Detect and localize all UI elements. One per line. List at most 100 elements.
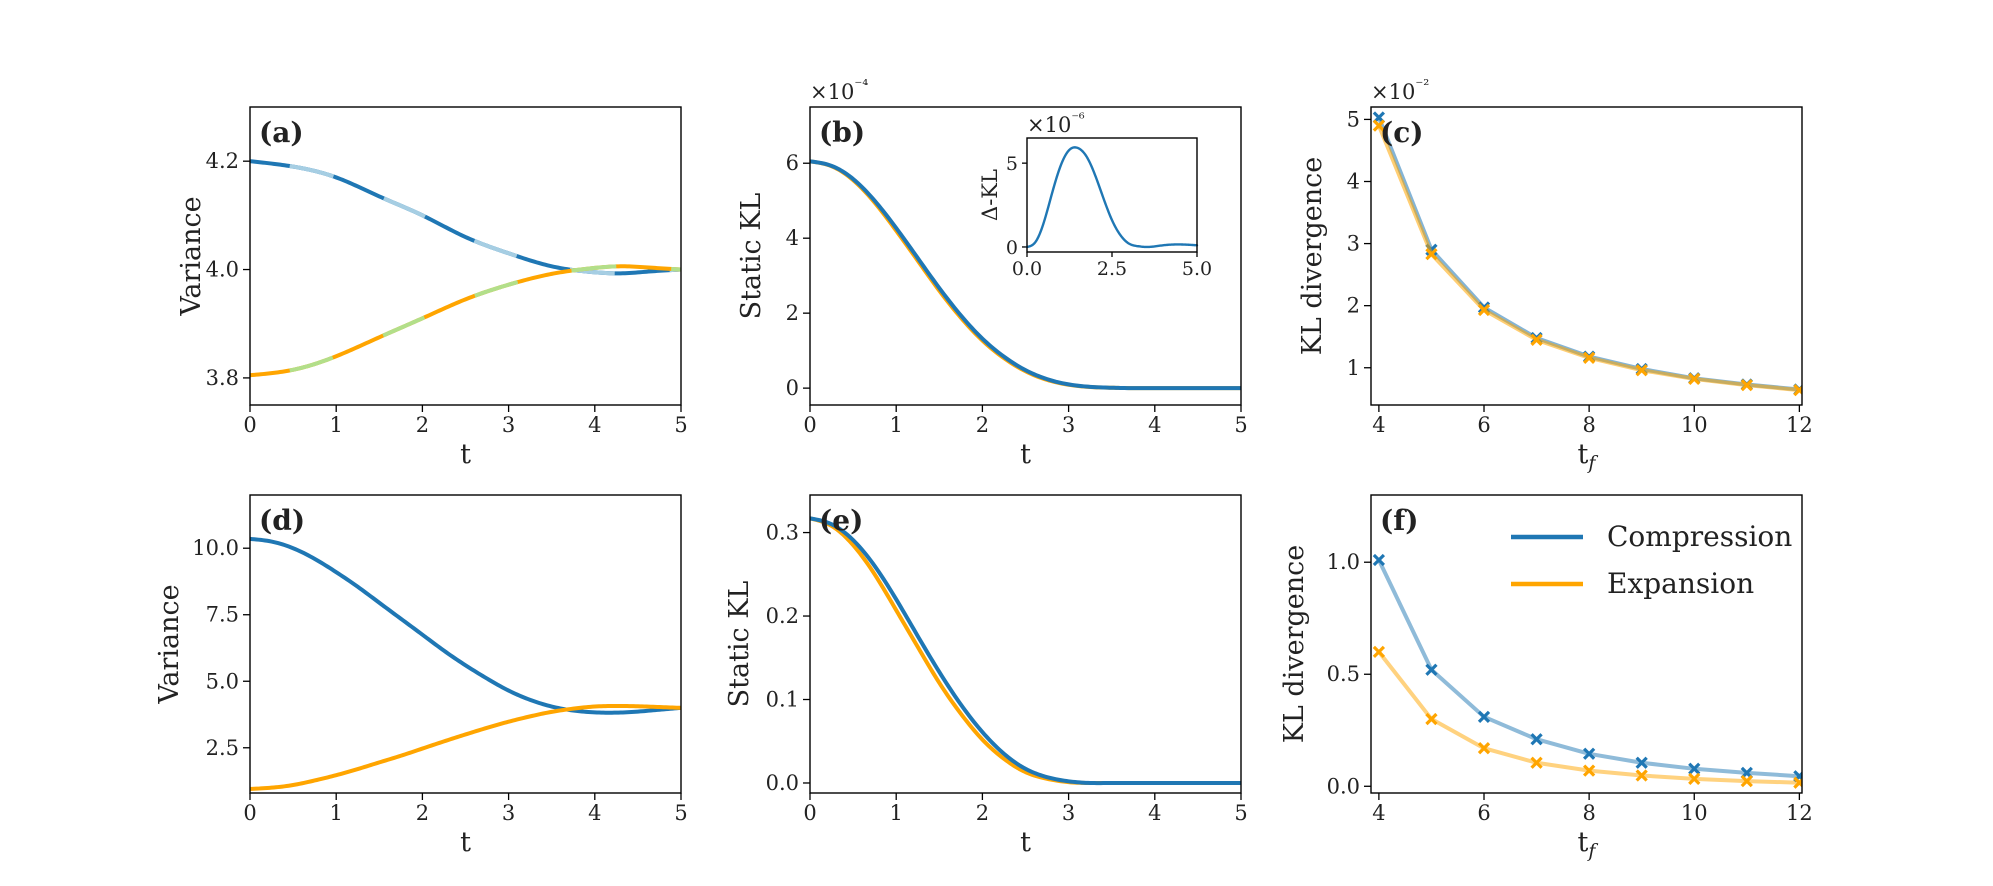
x-axis-label: t	[460, 827, 471, 858]
x-axis-label: t	[1020, 827, 1031, 858]
expansion-point	[1530, 333, 1543, 346]
x-tick-label: 2	[416, 801, 429, 825]
x-tick-label: 4	[1148, 413, 1161, 437]
x-tick-label: 1	[890, 801, 903, 825]
y-tick-label: 4	[1347, 170, 1360, 194]
expansion-line	[1377, 650, 1800, 785]
x-tick-label: 3	[1062, 413, 1075, 437]
axes-frame	[809, 106, 1242, 406]
plot-area	[1372, 553, 1802, 789]
plot-area	[810, 516, 1241, 786]
compression-line	[250, 536, 681, 715]
y-tick-label: 4.2	[206, 149, 239, 173]
x-tick-label: 0	[243, 413, 256, 437]
y-tick-label: 5.0	[206, 669, 239, 693]
axis-scale-label: ×10⁻⁴	[810, 76, 868, 104]
y-axis-label: Static KL	[736, 193, 767, 320]
y-tick-label: 2.5	[206, 736, 239, 760]
y-tick-label: 0.5	[1327, 662, 1360, 686]
compression-line	[250, 159, 681, 276]
y-tick-label: 10.0	[192, 536, 239, 560]
x-tick-label: 3	[502, 801, 515, 825]
-kl-line	[1025, 146, 1199, 249]
x-tick-label: 4	[1148, 801, 1161, 825]
x-axis-label: tf	[1578, 827, 1599, 862]
x-tick-label: 5	[674, 801, 687, 825]
expansion-point	[1688, 772, 1701, 786]
legend-expansion-label: Expansion	[1607, 567, 1754, 600]
y-axis-label: Static KL	[724, 581, 755, 708]
plot-area	[250, 159, 681, 378]
expansion-point	[1740, 774, 1753, 788]
panel-label: (f)	[1380, 504, 1419, 537]
x-axis-label: tf	[1578, 439, 1599, 474]
expansion-point	[1635, 364, 1648, 377]
axes-frame	[1370, 494, 1803, 794]
compression-line	[810, 159, 1241, 391]
expansion-point	[1688, 372, 1701, 386]
inset-delta-kl: 0.0 2.5 5.0 0 5Δ-KL ×10⁻⁶	[978, 111, 1212, 280]
axis-scale-label: ×10⁻²	[1371, 76, 1429, 104]
x-tick-label: 4	[588, 413, 601, 437]
x-tick-label: 10	[1681, 801, 1708, 825]
axes-frame	[809, 494, 1242, 794]
expansion-point	[1425, 248, 1438, 261]
x-tick-label: 6	[1477, 801, 1490, 825]
y-tick-label: 0.3	[766, 521, 799, 545]
y-tick-label: 2	[786, 301, 799, 325]
x-tick-label: 5	[674, 413, 687, 437]
axes-frame	[1370, 106, 1803, 406]
panel-label: (a)	[259, 116, 304, 149]
x-tick-label: 3	[502, 413, 515, 437]
y-tick-label: 4.0	[206, 258, 239, 282]
expansion-point	[1635, 769, 1648, 782]
compression-point	[1530, 733, 1543, 746]
x-tick-label: 5	[1234, 413, 1247, 437]
expansion-point	[1793, 776, 1802, 789]
y-tick-label: 0.0	[766, 771, 799, 795]
x-tick-label: 5	[1234, 801, 1247, 825]
panel-f: 4 6 8 10 12 0.0 0.5 1.0 (f) tf KL divergence Compre…	[1279, 494, 1813, 862]
expansion-point	[1582, 351, 1596, 364]
panel-e: 0 1 2 3 4 5 0.0 0.1 0.2 0.3 (e) t Static KL	[724, 494, 1248, 858]
x-tick-label: 1	[890, 413, 903, 437]
plot-area	[1372, 111, 1802, 397]
expansion-line	[250, 703, 681, 792]
y-tick-label: 6	[786, 151, 799, 175]
inset-frame	[1026, 137, 1198, 253]
y-tick-label: 0.1	[766, 688, 799, 712]
expansion-line	[1377, 124, 1800, 393]
y-tick-label: 5	[1347, 107, 1360, 131]
panel-a: 0 1 2 3 4 5 3.8 4.0 4.2 (a) t Variance	[176, 106, 688, 470]
x-tick-label: 2	[416, 413, 429, 437]
expansion-line	[250, 264, 681, 378]
x-tick-label: 2	[976, 413, 989, 437]
x-tick-label: 1	[330, 413, 343, 437]
y-axis-label: KL divergence	[1279, 545, 1310, 744]
y-tick-label: 4	[786, 226, 799, 250]
legend-compression-label: Compression	[1607, 520, 1792, 553]
x-tick-label: 5.0	[1182, 258, 1212, 280]
x-tick-label: 12	[1786, 801, 1813, 825]
inset-background	[1027, 138, 1197, 252]
panel-label: (c)	[1380, 116, 1424, 149]
y-tick-label: 5	[1006, 153, 1018, 175]
x-tick-label: 1	[330, 801, 343, 825]
y-axis-label: Variance	[154, 584, 185, 704]
legend: Compression Expansion	[1511, 520, 1792, 600]
compression-point	[1582, 747, 1596, 760]
x-tick-label: 8	[1582, 801, 1595, 825]
x-tick-label: 8	[1582, 413, 1595, 437]
y-tick-label: 1	[1347, 356, 1360, 380]
x-tick-label: 2.5	[1097, 258, 1127, 280]
plot-area	[810, 159, 1241, 391]
y-tick-label: 3.8	[206, 366, 239, 390]
compression-point	[1477, 710, 1491, 723]
x-tick-label: 12	[1786, 413, 1813, 437]
compression-point	[1372, 553, 1386, 567]
y-tick-label: 3	[1347, 232, 1360, 256]
expansion-point	[1793, 383, 1802, 397]
expansion-point	[1582, 764, 1596, 777]
